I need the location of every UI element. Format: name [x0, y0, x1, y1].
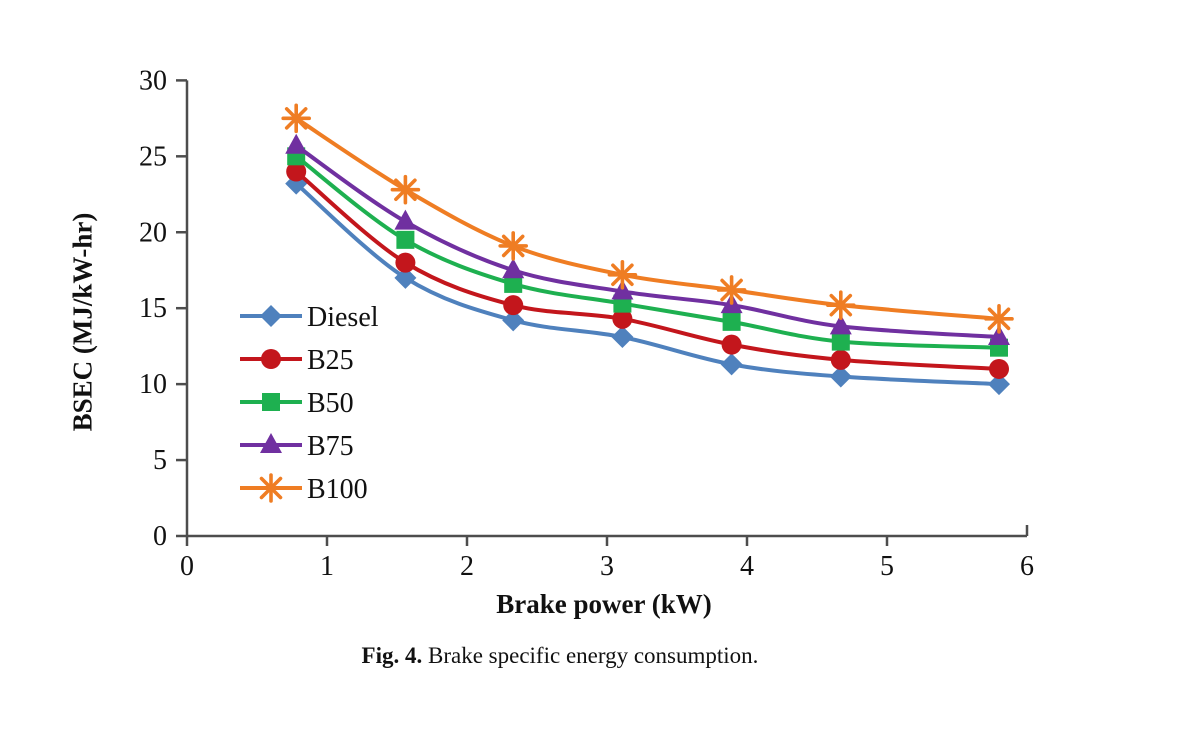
- legend-item-b100-marker: [259, 476, 283, 500]
- series-marker-b25: [721, 334, 742, 355]
- series-marker-b100: [716, 275, 747, 305]
- series-marker-b75: [988, 325, 1010, 346]
- series-marker-diesel: [720, 353, 743, 376]
- series-marker-b75: [285, 133, 308, 154]
- series-marker-b100: [284, 107, 308, 130]
- series-marker-b25: [612, 308, 633, 329]
- series-marker-b50: [396, 230, 415, 249]
- series-marker-b50: [504, 274, 523, 293]
- series-marker-b25: [286, 161, 307, 182]
- series-marker-diesel: [394, 266, 417, 289]
- series-marker-b75: [988, 325, 1010, 346]
- legend-item-diesel-marker: [260, 305, 282, 327]
- y-tick-label: 10: [139, 369, 167, 400]
- y-tick-label: 25: [139, 141, 167, 172]
- series-marker-b100: [611, 263, 634, 287]
- y-tick-label: 30: [139, 65, 167, 96]
- series-marker-b100: [607, 259, 638, 290]
- series-marker-b100: [829, 293, 853, 317]
- caption-text: Brake specific energy consumption.: [422, 643, 759, 668]
- series-marker-diesel: [988, 373, 1010, 396]
- series-marker-diesel: [502, 309, 525, 332]
- legend-item-b75-marker: [260, 433, 282, 453]
- legend-item-b100-marker: [256, 473, 286, 503]
- series-marker-diesel: [829, 365, 852, 388]
- series-marker-b25: [830, 349, 851, 370]
- x-tick-label: 2: [460, 551, 474, 582]
- series-marker-diesel: [720, 353, 743, 376]
- series-marker-b100: [390, 174, 421, 205]
- series-marker-b100: [984, 304, 1014, 334]
- series-marker-b25: [989, 358, 1009, 379]
- legend-item-b100-label: B100: [307, 474, 368, 505]
- legend-item-b75-label: B75: [307, 431, 354, 462]
- series-marker-b25: [830, 349, 851, 370]
- series-marker-diesel: [611, 326, 634, 349]
- series-marker-b50: [396, 230, 415, 249]
- legend-item-diesel-label: Diesel: [307, 302, 379, 333]
- x-tick-label: 0: [180, 551, 194, 582]
- x-tick-label: 3: [600, 551, 614, 582]
- series-marker-b75: [502, 258, 525, 279]
- legend-item-b25-marker: [261, 349, 281, 369]
- y-tick-label: 0: [153, 521, 167, 552]
- series-marker-diesel: [502, 309, 525, 332]
- series-marker-b25: [286, 161, 307, 182]
- legend-item-diesel-marker: [260, 305, 282, 327]
- series-marker-b25: [721, 334, 742, 355]
- series-marker-b100: [720, 278, 743, 302]
- series-marker-b75: [829, 314, 852, 335]
- y-axis-title: BSEC (MJ/kW-hr): [67, 212, 98, 432]
- series-marker-diesel: [611, 326, 634, 349]
- series-marker-b50: [831, 332, 850, 351]
- series-marker-b75: [394, 209, 417, 230]
- series-marker-b100: [501, 234, 525, 258]
- x-tick-label: 6: [1020, 551, 1034, 582]
- y-tick-label: 20: [139, 217, 167, 248]
- series-marker-b75: [394, 209, 417, 230]
- series-marker-b75: [502, 258, 525, 279]
- series-marker-b50: [722, 312, 741, 331]
- series-marker-b100: [281, 103, 312, 134]
- series-marker-b100: [498, 231, 529, 261]
- series-marker-b50: [831, 332, 850, 351]
- legend-item-b50-marker: [262, 393, 280, 411]
- caption-label: Fig. 4.: [361, 643, 423, 668]
- y-tick-label: 5: [153, 445, 167, 476]
- series-marker-b25: [989, 358, 1009, 379]
- y-tick-label: 15: [139, 293, 167, 324]
- series-marker-b100: [394, 178, 417, 202]
- series-marker-b50: [722, 312, 741, 331]
- x-tick-label: 1: [320, 551, 334, 582]
- series-marker-b25: [395, 252, 416, 273]
- legend-item-b50-marker: [262, 393, 280, 411]
- x-tick-label: 5: [880, 551, 894, 582]
- series-marker-b25: [503, 295, 524, 316]
- legend-item-b75-marker: [260, 433, 282, 453]
- series-marker-b75: [829, 314, 852, 335]
- series-marker-b75: [285, 133, 308, 154]
- x-axis-title: Brake power (kW): [496, 589, 712, 619]
- series-marker-diesel: [829, 365, 852, 388]
- series-marker-b100: [825, 290, 856, 320]
- series-marker-diesel: [988, 373, 1010, 396]
- series-marker-b100: [987, 307, 1011, 331]
- series-marker-b50: [504, 274, 523, 293]
- legend-item-b25-label: B25: [307, 345, 354, 376]
- figure-caption: Fig. 4. Brake specific energy consumptio…: [362, 643, 759, 669]
- series-marker-b25: [395, 252, 416, 273]
- legend-item-b25-marker: [261, 349, 281, 369]
- series-marker-b25: [503, 295, 524, 316]
- series-marker-diesel: [394, 266, 417, 289]
- series-marker-b25: [612, 308, 633, 329]
- legend-item-b50-label: B50: [307, 388, 354, 419]
- x-tick-label: 4: [740, 551, 754, 582]
